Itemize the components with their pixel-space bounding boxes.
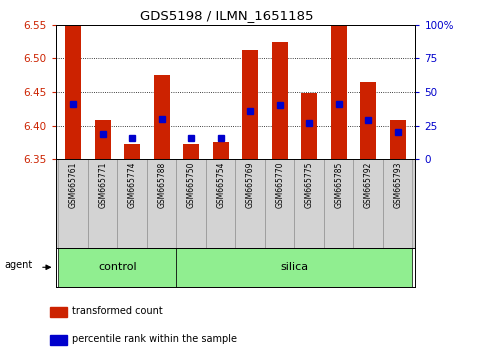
Bar [383,159,412,248]
Text: GSM665770: GSM665770 [275,162,284,209]
Bar [147,159,176,248]
Text: GSM665771: GSM665771 [98,162,107,209]
Bar [354,159,383,248]
Text: transformed count: transformed count [72,306,163,316]
Bar [213,142,229,159]
Text: GSM665792: GSM665792 [364,162,373,209]
Bar [206,159,236,248]
Text: GSM665793: GSM665793 [393,162,402,209]
Text: GSM665761: GSM665761 [69,162,78,209]
Text: GSM665754: GSM665754 [216,162,225,209]
Bar [58,248,176,287]
Bar [88,159,117,248]
Text: GSM665750: GSM665750 [187,162,196,209]
Bar [65,26,81,159]
Bar [242,50,258,159]
Text: control: control [98,262,137,272]
Text: agent: agent [4,260,33,270]
Bar [324,159,354,248]
Bar [176,159,206,248]
Bar [295,159,324,248]
Text: GDS5198 / ILMN_1651185: GDS5198 / ILMN_1651185 [140,9,314,22]
Text: GSM665788: GSM665788 [157,162,166,208]
Bar [50,307,67,317]
Bar [58,159,88,248]
Bar [330,25,347,159]
Bar [154,75,170,159]
Bar [236,159,265,248]
Text: GSM665775: GSM665775 [305,162,313,209]
Bar [117,159,147,248]
Bar [95,120,111,159]
Text: percentile rank within the sample: percentile rank within the sample [72,334,238,344]
Bar [360,82,376,159]
Bar [301,93,317,159]
Bar [265,159,295,248]
Bar [50,335,67,346]
Text: GSM665785: GSM665785 [334,162,343,209]
Text: silica: silica [281,262,309,272]
Text: GSM665774: GSM665774 [128,162,137,209]
Bar [183,144,199,159]
Bar [124,144,141,159]
Text: GSM665769: GSM665769 [246,162,255,209]
Bar [176,248,412,287]
Bar [390,120,406,159]
Bar [271,41,288,159]
